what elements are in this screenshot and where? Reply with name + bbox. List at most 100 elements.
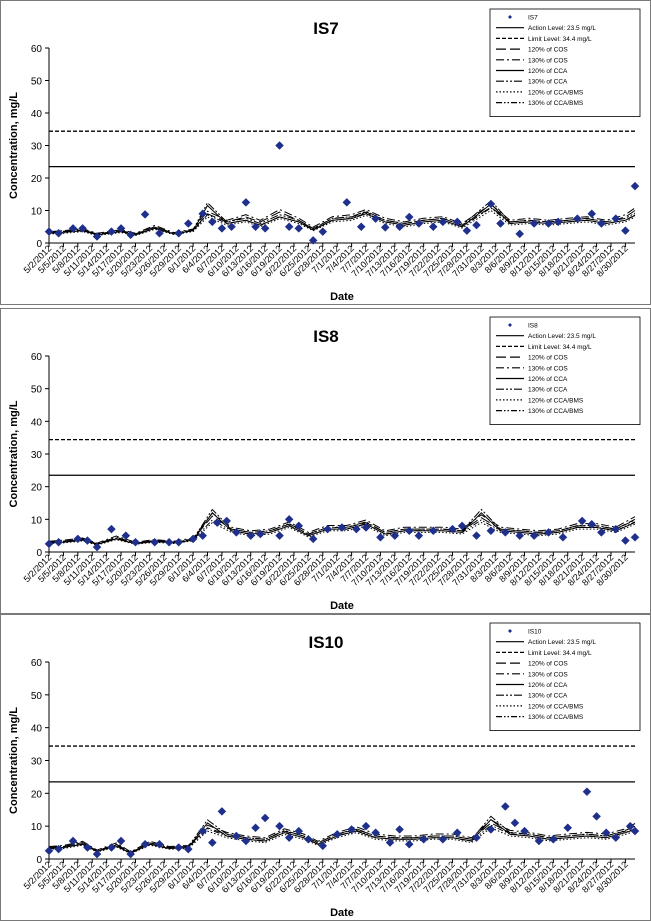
data-point: [222, 516, 232, 526]
legend-entry-limit-level-34-4-mg-l: Limit Level: 34.4 mg/L: [528, 650, 592, 657]
data-point: [198, 826, 208, 836]
legend-entry-is10: IS10: [528, 629, 542, 636]
data-point: [428, 222, 438, 232]
y-axis-title: Concentration, mg/L: [8, 707, 20, 814]
data-point: [457, 521, 467, 531]
data-point: [630, 532, 640, 542]
legend-entry-120-of-cca: 120% of CCA: [528, 68, 568, 75]
data-point: [308, 534, 318, 544]
data-point: [529, 531, 539, 541]
data-point: [54, 537, 63, 547]
data-point: [284, 222, 294, 232]
data-point: [472, 833, 481, 843]
data-point: [140, 839, 150, 849]
y-tick-label: 60: [31, 658, 43, 669]
data-point: [183, 219, 193, 228]
series-line-130-of-cca-bms: [48, 824, 636, 854]
data-point: [621, 536, 630, 545]
y-tick-label: 20: [31, 789, 43, 800]
data-point: [150, 537, 160, 547]
data-point: [611, 833, 621, 843]
data-point: [44, 539, 54, 549]
data-point: [529, 219, 539, 228]
data-point: [308, 236, 318, 245]
legend-entry-120-of-cca: 120% of CCA: [528, 376, 568, 383]
legend-entry-limit-level-34-4-mg-l: Limit Level: 34.4 mg/L: [528, 344, 592, 351]
legend-entry-130-of-cca: 130% of CCA: [528, 387, 568, 394]
data-point: [390, 531, 400, 541]
data-point: [126, 230, 136, 240]
y-tick-label: 50: [31, 77, 43, 88]
chart-title: IS7: [313, 19, 339, 38]
data-point: [573, 214, 582, 223]
x-axis-title: Date: [330, 600, 354, 612]
data-point: [534, 836, 544, 846]
data-point: [164, 537, 174, 547]
data-point: [515, 229, 525, 239]
data-point: [183, 844, 193, 854]
data-point: [241, 836, 251, 846]
data-point: [380, 223, 390, 232]
y-tick-label: 0: [36, 548, 42, 559]
legend-marker: [508, 15, 512, 19]
data-point: [275, 821, 284, 831]
y-axis-title: Concentration, mg/L: [8, 400, 20, 507]
series-line-120-of-cca: [48, 203, 636, 236]
y-tick-label: 40: [31, 109, 43, 120]
data-point: [371, 214, 380, 223]
data-point: [611, 524, 621, 534]
data-point: [126, 849, 136, 859]
y-tick-label: 20: [31, 174, 43, 185]
data-point: [121, 531, 131, 541]
legend-entry-130-of-cca-bms: 130% of CCA/BMS: [528, 408, 584, 415]
data-point: [304, 834, 313, 844]
y-tick-label: 0: [36, 239, 42, 250]
data-point: [131, 537, 140, 547]
data-point: [486, 526, 496, 536]
chart-title: IS8: [313, 327, 339, 346]
data-point: [515, 531, 525, 541]
data-point: [68, 224, 78, 233]
data-point: [404, 526, 414, 536]
data-point: [107, 524, 116, 534]
data-point: [284, 514, 294, 524]
legend-entry-action-level-23-5-mg-l: Action Level: 23.5 mg/L: [528, 333, 596, 340]
data-point: [332, 830, 342, 839]
data-point: [500, 802, 510, 811]
data-point: [630, 826, 640, 836]
data-point: [592, 811, 601, 821]
data-point: [217, 224, 227, 233]
data-point: [404, 212, 414, 222]
data-point: [452, 828, 462, 838]
legend-entry-action-level-23-5-mg-l: Action Level: 23.5 mg/L: [528, 25, 596, 32]
data-point: [294, 826, 304, 836]
data-point: [438, 217, 448, 227]
data-point: [587, 519, 597, 529]
data-point: [587, 209, 597, 219]
data-point: [155, 228, 164, 238]
legend-entry-130-of-cca: 130% of CCA: [528, 693, 568, 700]
data-point: [472, 220, 481, 230]
data-point: [198, 209, 208, 219]
data-point: [251, 823, 260, 833]
data-point: [116, 224, 126, 233]
data-point: [318, 841, 328, 851]
legend: IS10 Action Level: 23.5 mg/L Limit Level: …: [489, 622, 641, 731]
data-point: [558, 532, 568, 542]
legend-marker: [508, 323, 512, 327]
legend: IS7 Action Level: 23.5 mg/L Limit Level: 3…: [489, 8, 641, 117]
data-point: [212, 518, 222, 527]
legend-box: [489, 316, 641, 425]
data-point: [294, 521, 304, 531]
x-axis-title: Date: [330, 291, 354, 303]
data-point: [544, 528, 553, 537]
data-point: [347, 825, 356, 834]
data-point: [116, 836, 126, 846]
legend-entry-130-of-cos: 130% of COS: [528, 365, 568, 372]
data-point: [318, 227, 328, 236]
data-point: [395, 825, 404, 834]
series-line-130-of-cos: [48, 819, 636, 853]
legend-entry-130-of-cca: 130% of CCA: [528, 79, 568, 86]
data-point: [174, 228, 184, 238]
